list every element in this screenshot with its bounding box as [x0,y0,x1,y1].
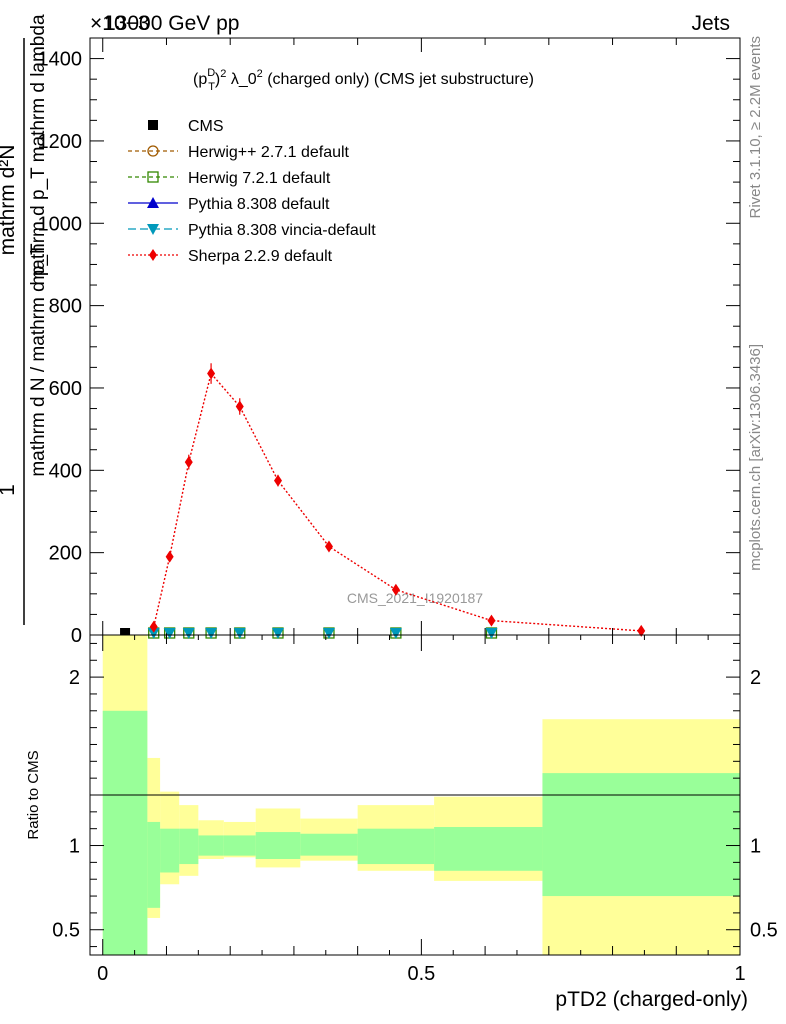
rivet-label: Rivet 3.1.10, ≥ 2.2M events [747,36,764,219]
mcplots-label: mcplots.cern.ch [arXiv:1306.3436] [747,344,764,571]
analysis-watermark: CMS_2021_I1920187 [347,590,483,606]
y-tick-label: 800 [49,296,82,318]
ratio-band-green [198,835,224,856]
process-label: Jets [691,12,730,35]
ylabel-one: 1 [0,484,19,496]
ratio-y-tick-label-right: 2 [750,667,761,689]
ratio-band-green [357,828,435,865]
ratio-y-tick-label: 2 [69,667,80,689]
sherpa-point [149,620,158,633]
sherpa-line [153,372,642,632]
vincia-marker [147,628,160,639]
legend-label: Sherpa 2.2.9 default [188,248,333,265]
y-tick-label: 1400 [38,49,83,71]
sherpa-point [637,624,646,637]
legend-entry: Herwig 7.2.1 default [128,170,331,187]
y-tick-label: 600 [49,378,82,400]
x-tick-label: 1 [734,963,745,985]
plot-title: (pD T)2 λ_02 (charged only) (CMS jet subs… [193,67,534,93]
sherpa-point [487,614,496,627]
vincia-marker [163,628,176,639]
legend-marker [147,224,159,235]
ratio-band-green [179,828,199,865]
near-zero-markers [120,627,498,639]
y-tick-label: 400 [49,460,82,482]
ratio-ylabel: Ratio to CMS [25,750,42,839]
legend-label: Herwig++ 2.7.1 default [188,144,350,161]
ratio-y-tick-label: 1 [69,836,80,858]
collision-label: 13000 GeV pp [104,12,239,35]
ylabel-numerator: mathrm d²N [0,145,19,256]
y-tick-label: 200 [49,543,82,565]
ratio-y-tick-label: 0.5 [52,920,80,942]
main-ylabel: mathrm d²N mathrm d p_T mathrm d lambda … [0,14,49,625]
xlabel: pTD2 (charged-only) [555,988,748,1011]
sherpa-point [391,583,400,596]
y-tick-label: 0 [71,625,82,647]
ratio-band-green [542,773,740,897]
main-x-ticks [102,38,741,635]
vincia-marker [233,628,246,639]
ratio-band-green [102,710,148,955]
series-sherpa [149,363,646,637]
legend-label: Pythia 8.308 vincia-default [188,222,376,239]
legend-marker [147,197,159,208]
legend-entry: CMS [148,118,224,135]
vincia-marker [322,628,335,639]
legend-entry: Sherpa 2.2.9 default [128,248,333,265]
vincia-marker [271,628,284,639]
ratio-band-green [160,828,180,873]
legend-marker [148,120,158,130]
legend-label: Pythia 8.308 default [188,196,330,213]
x-tick-label: 0.5 [407,963,435,985]
legend-marker [147,171,159,183]
ratio-x-ticks: 0 0.5 1 [97,635,746,985]
sherpa-point [165,550,174,563]
ratio-band-green [300,833,358,856]
sherpa-point [207,367,216,380]
ratio-band-green [434,827,543,871]
y-tick-label: 1000 [38,213,83,235]
vincia-marker [205,628,218,639]
ratio-y-tick-label-right: 1 [750,836,761,858]
ylabel-numerator-sub: mathrm d p_T mathrm d lambda [28,14,49,285]
y-tick-label: 1200 [38,131,83,153]
legend-label: CMS [188,118,224,135]
legend: CMS Herwig++ 2.7.1 default Herwig 7.2.1 de… [128,118,376,265]
x-tick-label: 0 [97,963,108,985]
sherpa-point [273,474,282,487]
legend-entry: Pythia 8.308 vincia-default [128,222,376,239]
exponent-label: ×10−3 [90,12,150,35]
cms-marker [120,628,131,638]
ratio-plot: 0.5 0.51 12 2 0 0.5 1 Ratio to CMS pTD2 (char… [25,634,778,1011]
sherpa-point [184,456,193,469]
sherpa-point [235,400,244,413]
vincia-marker [182,628,195,639]
ratio-bands [102,635,740,955]
legend-marker [149,249,157,261]
ratio-y-tick-label-right: 0.5 [750,920,778,942]
vincia-marker [389,628,402,639]
legend-entry: Herwig++ 2.7.1 default [128,144,350,161]
legend-label: Herwig 7.2.1 default [188,170,331,187]
legend-entry: Pythia 8.308 default [128,196,330,213]
ratio-y-ticks: 0.5 0.5 1 1 2 2 [52,642,778,948]
main-y-ticks: 0 200 400 600 800 1000 1200 1400 [38,49,740,647]
sherpa-point [324,540,333,553]
ratio-band-green [255,832,301,859]
main-plot: 0 200 400 600 800 1000 1200 1400 (pD T)2 λ_02 (c… [38,37,741,647]
vincia-marker [485,628,498,639]
ratio-band-green [147,821,161,908]
legend-marker [147,145,159,157]
ylabel-denominator: mathrm d N / mathrm d p_T [28,243,49,477]
ratio-band-green [223,835,256,856]
